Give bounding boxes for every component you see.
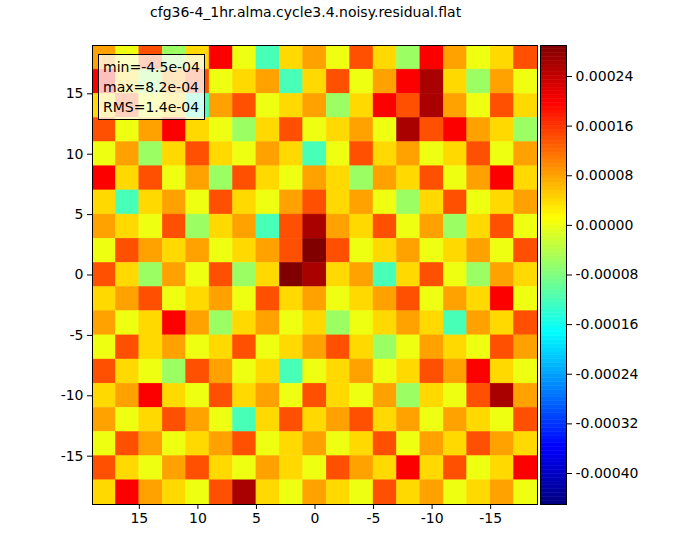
svg-text:0.00016: 0.00016: [576, 118, 634, 134]
svg-text:-0.00008: -0.00008: [576, 266, 639, 282]
svg-text:-0.00032: -0.00032: [576, 415, 639, 431]
svg-text:0.00000: 0.00000: [576, 217, 634, 233]
svg-text:0: 0: [75, 266, 84, 282]
svg-text:-15: -15: [61, 448, 84, 464]
svg-text:5: 5: [252, 510, 261, 526]
html-text:cfg36-4_1hr.alma.cycle3.4.nois: cfg36-4_1hr.alma.cycle3.4.noisy.residual…: [150, 4, 462, 20]
svg-text:5: 5: [75, 206, 84, 222]
html-text:min=-4.5e-04: min=-4.5e-04: [103, 59, 200, 75]
html-text:RMS=1.4e-04: RMS=1.4e-04: [103, 99, 200, 115]
svg-text:-5: -5: [367, 510, 381, 526]
svg-text:-10: -10: [421, 510, 444, 526]
svg-text:0.00008: 0.00008: [576, 167, 634, 183]
svg-text:-0.00040: -0.00040: [576, 465, 639, 481]
svg-text:10: 10: [189, 510, 207, 526]
svg-text:-0.00016: -0.00016: [576, 316, 639, 332]
svg-text:15: 15: [130, 510, 148, 526]
svg-text:15: 15: [66, 85, 84, 101]
svg-text:0: 0: [311, 510, 320, 526]
svg-text:10: 10: [66, 146, 84, 162]
svg-text:-5: -5: [70, 327, 84, 343]
html-text:max=8.2e-04: max=8.2e-04: [103, 79, 199, 95]
svg-text:0.00024: 0.00024: [576, 68, 634, 84]
svg-text:-15: -15: [479, 510, 502, 526]
svg-text:-10: -10: [61, 387, 84, 403]
svg-text:-0.00024: -0.00024: [576, 366, 639, 382]
